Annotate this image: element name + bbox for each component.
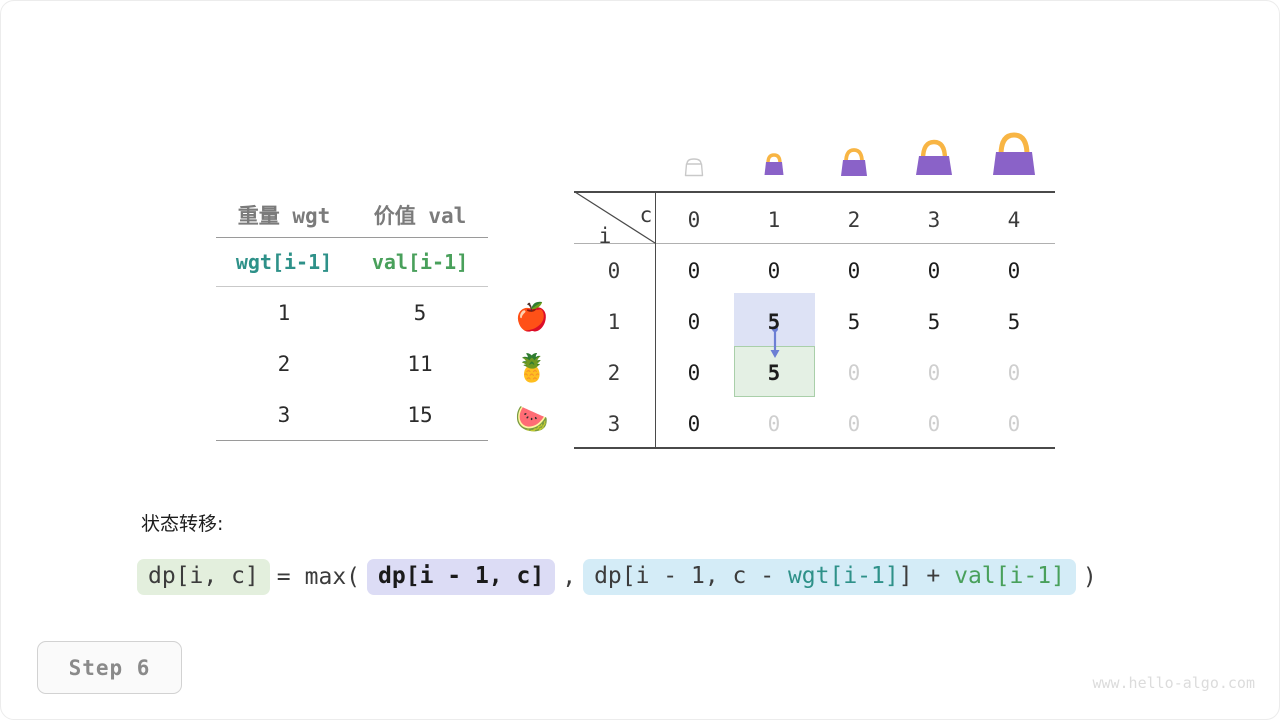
corner-diagonal-icon (574, 191, 656, 244)
items-table-rule-mid (216, 286, 488, 287)
dp-cell-2-2: 0 (847, 361, 861, 385)
dp-cell-1-3: 5 (927, 310, 941, 334)
formula-comma: , (562, 564, 577, 590)
dp-cell-2-4: 0 (1007, 361, 1021, 385)
item-val-3: 15 (407, 402, 433, 427)
pineapple-emoji: 🍍 (515, 353, 549, 384)
transition-formula: dp[i, c] = max( dp[i - 1, c] , dp[i - 1,… (137, 559, 1104, 595)
dp-cell-0-2: 0 (847, 259, 861, 283)
bag-capacity-0 (683, 157, 705, 181)
dp-rule-vertical (655, 191, 657, 447)
dp-cell-3-4: 0 (1007, 412, 1021, 436)
items-table: 重量 wgt 价值 val wgt[i-1] val[i-1] 1 5 2 11… (216, 193, 488, 441)
dp-col-header-3: 3 (927, 208, 941, 232)
dp-row-axis-label: i (598, 224, 612, 248)
dp-row-header-3: 3 (607, 412, 621, 436)
items-table-row: 2 11 (216, 338, 488, 389)
dp-cell-0-0: 0 (687, 259, 701, 283)
dp-cell-1-1: 5 (767, 310, 781, 334)
dp-col-header-4: 4 (1007, 208, 1021, 232)
bag-capacity-2 (834, 145, 874, 183)
formula-max: max( (304, 564, 361, 590)
dp-cell-3-1: 0 (767, 412, 781, 436)
items-table-row: 1 5 (216, 287, 488, 338)
dp-cell-3-0: 0 (687, 412, 701, 436)
items-table-rule-top (216, 237, 488, 238)
transition-arrow (766, 325, 784, 365)
dp-cell-3-2: 0 (847, 412, 861, 436)
dp-rule-bottom (574, 447, 1055, 449)
dp-cell-0-1: 0 (767, 259, 781, 283)
item-val-2: 11 (407, 351, 433, 376)
items-header-val: 价值 val (373, 204, 467, 228)
formula-term-take-val: val[i-1] (954, 563, 1065, 589)
formula-term-take-mid: ] + (898, 563, 955, 589)
dp-row-header-1: 1 (607, 310, 621, 334)
formula-term-take-prefix: dp[i - 1, c - (594, 563, 788, 589)
items-var-wgt: wgt[i-1] (235, 250, 333, 274)
dp-cell-2-0: 0 (687, 361, 701, 385)
items-table-header-row: 重量 wgt 价值 val (216, 193, 488, 237)
items-header-wgt: 重量 wgt (237, 204, 331, 228)
dp-cell-0-3: 0 (927, 259, 941, 283)
watermelon-emoji: 🍉 (515, 404, 549, 435)
dp-rule-top (574, 191, 1055, 193)
item-wgt-3: 3 (277, 402, 291, 427)
dp-cell-0-4: 0 (1007, 259, 1021, 283)
dp-col-header-2: 2 (847, 208, 861, 232)
dp-col-axis-label: c (639, 203, 653, 227)
bag-capacity-1 (758, 150, 790, 182)
bag-capacity-3 (909, 137, 959, 183)
dp-col-header-1: 1 (767, 208, 781, 232)
item-wgt-2: 2 (277, 351, 291, 376)
items-var-val: val[i-1] (371, 250, 469, 274)
formula-term-take: dp[i - 1, c - wgt[i-1]] + val[i-1] (583, 559, 1076, 595)
items-table-row: 3 15 (216, 389, 488, 440)
item-wgt-1: 1 (277, 300, 291, 325)
dp-cell-1-4: 5 (1007, 310, 1021, 334)
dp-row-header-0: 0 (607, 259, 621, 283)
dp-cell-2-3: 0 (927, 361, 941, 385)
dp-col-header-0: 0 (687, 208, 701, 232)
items-table-rule-bottom (216, 440, 488, 441)
step-badge: Step 6 (37, 641, 182, 694)
formula-lhs: dp[i, c] (137, 559, 270, 595)
dp-cell-1-0: 0 (687, 310, 701, 334)
apple-emoji: 🍎 (515, 302, 549, 333)
dp-row-header-2: 2 (607, 361, 621, 385)
footer-url: www.hello-algo.com (1092, 674, 1255, 692)
dp-cell-3-3: 0 (927, 412, 941, 436)
formula-term-take-wgt: wgt[i-1] (787, 563, 899, 589)
item-val-1: 5 (413, 300, 427, 325)
formula-equals: = (276, 564, 291, 590)
step-badge-label: Step 6 (68, 655, 151, 680)
formula-close-paren: ) (1082, 564, 1097, 590)
bag-capacity-4 (984, 129, 1044, 183)
dp-cell-1-2: 5 (847, 310, 861, 334)
dp-cell-2-1: 5 (767, 361, 781, 385)
transition-caption: 状态转移: (141, 513, 224, 535)
formula-term-skip: dp[i - 1, c] (367, 559, 556, 595)
items-table-var-row: wgt[i-1] val[i-1] (216, 238, 488, 286)
dp-rule-header (574, 243, 1055, 245)
